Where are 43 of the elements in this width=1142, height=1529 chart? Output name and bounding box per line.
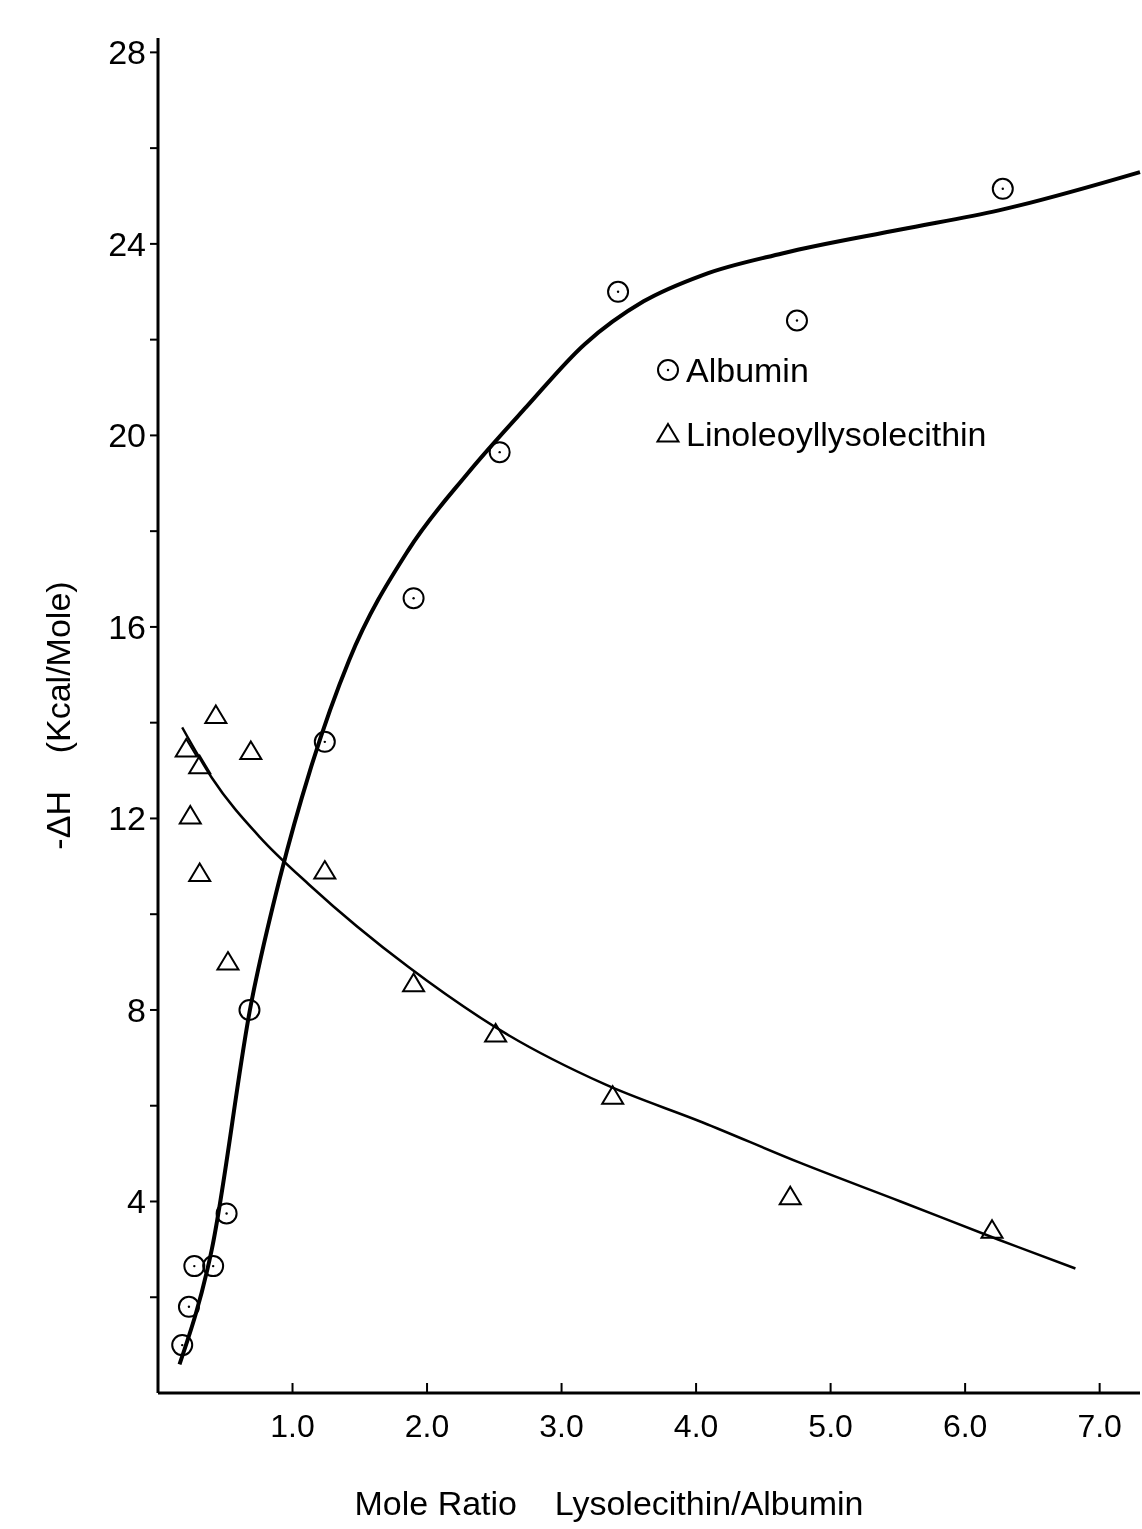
x-tick-label: 5.0: [808, 1408, 853, 1444]
x-tick-label: 7.0: [1077, 1408, 1122, 1444]
point: [488, 441, 511, 464]
point: [171, 1334, 194, 1357]
point: [607, 280, 630, 303]
point: [785, 309, 808, 332]
point: [216, 951, 240, 971]
point: [778, 1185, 802, 1206]
point: [188, 862, 212, 882]
point: [601, 1085, 625, 1105]
y-tick-label: 4: [127, 1182, 146, 1221]
point: [313, 730, 336, 753]
y-tick-label: 20: [108, 416, 146, 455]
point: [980, 1219, 1004, 1239]
point: [177, 1295, 200, 1318]
x-tick-label: 3.0: [539, 1408, 584, 1444]
y-tick-label: 12: [108, 799, 146, 838]
point: [239, 740, 263, 760]
point: [202, 1255, 225, 1278]
point: [215, 1202, 238, 1225]
point: [484, 1022, 508, 1043]
point: [174, 738, 198, 758]
point: [313, 860, 337, 880]
y-tick-label: 24: [108, 224, 146, 263]
point: [238, 998, 261, 1021]
point: [402, 587, 425, 610]
x-tick-label: 4.0: [673, 1408, 719, 1444]
x-tick-label: 1.0: [270, 1408, 315, 1444]
point: [402, 972, 426, 993]
x-tick-label: 6.0: [942, 1408, 988, 1444]
point: [991, 177, 1014, 200]
point: [188, 754, 212, 775]
y-tick-label: 16: [108, 607, 146, 646]
point: [178, 805, 202, 825]
x-tick-label: 2.0: [404, 1408, 450, 1444]
y-tick-label: 8: [127, 990, 146, 1029]
legend-label: Albumin: [686, 351, 809, 389]
x-axis-title: Mole Ratio Lysolecithin/Albumin: [354, 1484, 864, 1522]
point: [204, 704, 228, 724]
point: [183, 1255, 206, 1278]
legend-label: Linoleoyllysolecithin: [686, 415, 987, 453]
y-tick-label: 28: [108, 33, 146, 72]
y-axis-title: -ΔH (Kcal/Mole): [39, 581, 77, 850]
